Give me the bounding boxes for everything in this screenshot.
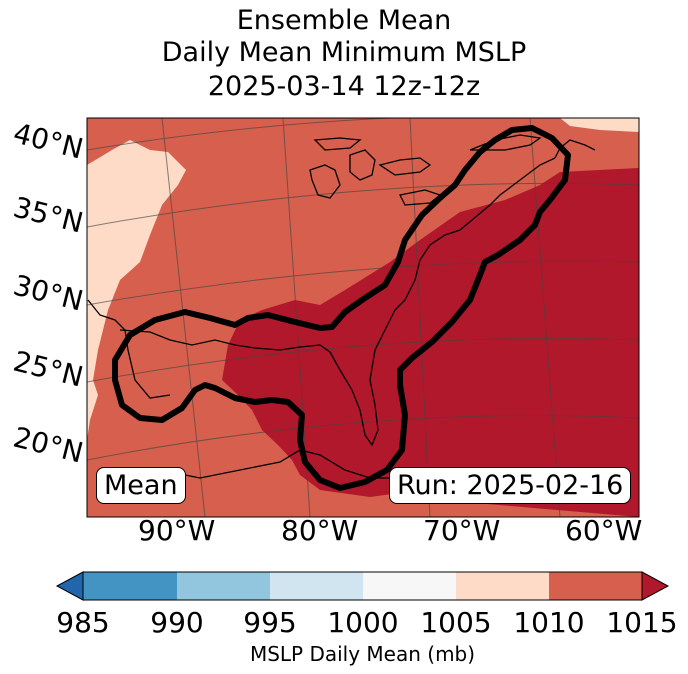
colorbar-tick-985: 985: [56, 606, 110, 639]
map-frame: [86, 117, 640, 518]
title-line-1: Ensemble Mean: [236, 5, 452, 36]
colorbar-segment-1010-1015: [549, 572, 642, 600]
title-line-2: Daily Mean Minimum MSLP: [161, 37, 527, 68]
colorbar-segment-990-995: [177, 572, 270, 600]
colorbar-segment-1000-1005: [363, 572, 456, 600]
colorbar-tick-1000: 1000: [327, 606, 399, 639]
colorbar-tick-1015: 1015: [606, 606, 678, 639]
colorbar-tick-1005: 1005: [420, 606, 492, 639]
contour-1010-outline: [112, 125, 571, 491]
pressure-field-high-tail: [560, 118, 639, 132]
colorbar-segment-1005-1010: [456, 572, 549, 600]
colorbar-extend-low: [55, 571, 84, 601]
colorbar-tick-995: 995: [243, 606, 297, 639]
colorbar-segment-985-990: [83, 572, 177, 600]
colorbar-tick-1010: 1010: [513, 606, 585, 639]
coastlines: [87, 134, 596, 486]
colorbar-tick-990: 990: [150, 606, 204, 639]
lon-label-90w: 90°W: [138, 514, 216, 547]
lon-label-60w: 60°W: [565, 514, 643, 547]
colorbar-extend-high: [641, 571, 670, 601]
colorbar-label: MSLP Daily Mean (mb): [249, 642, 476, 666]
map-panel: [87, 118, 639, 517]
run-date-label-box: Run: 2025-02-16: [389, 467, 632, 504]
colorbar-segment-995-1000: [270, 572, 363, 600]
colorbar-frame: [82, 571, 643, 601]
title-line-3: 2025-03-14 12z-12z: [207, 71, 481, 102]
pressure-field-1000-1005: [87, 140, 186, 440]
lon-label-70w: 70°W: [423, 514, 501, 547]
lon-label-80w: 80°W: [281, 514, 359, 547]
mean-label-box: Mean: [96, 467, 186, 504]
colorbar: [55, 571, 670, 601]
